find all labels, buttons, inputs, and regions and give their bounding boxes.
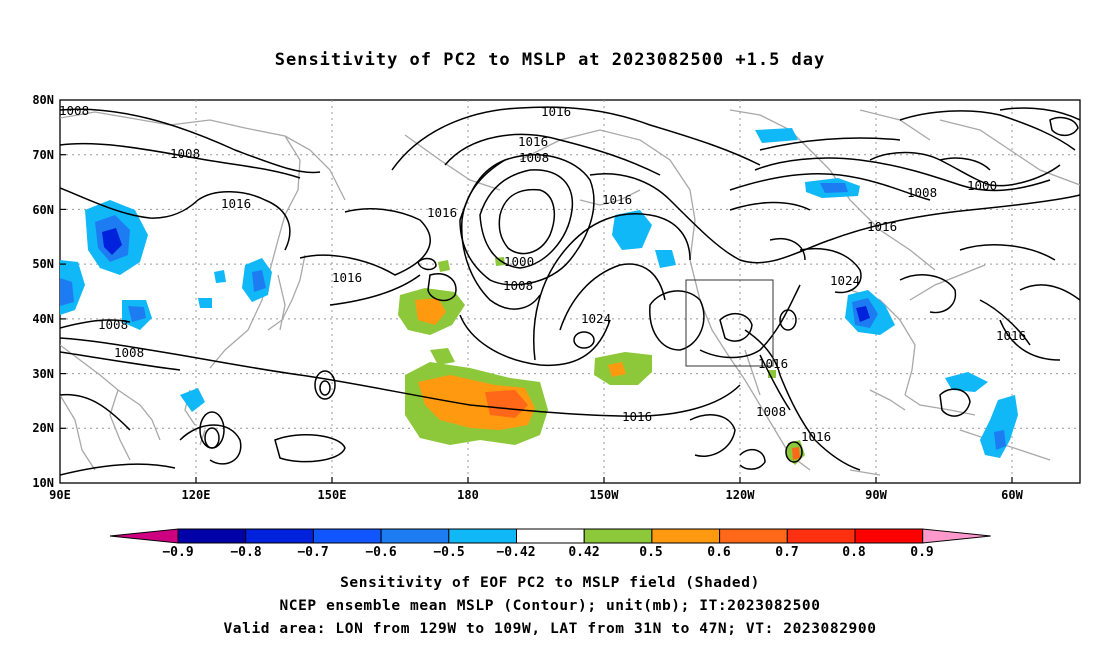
colorbar-label: 0.8 <box>842 545 866 560</box>
lon-label: 150W <box>590 488 620 502</box>
contour-label: 1016 <box>622 409 652 424</box>
contour-label: 1008 <box>114 345 144 360</box>
lon-label: 120W <box>726 488 756 502</box>
longitude-labels: 90E 120E 150E 180 150W 120W 90W 60W <box>49 488 1023 502</box>
colorbar-segment <box>448 528 517 544</box>
contour-label: 1016 <box>758 356 788 371</box>
colorbar-segment <box>516 528 585 544</box>
colorbar-label: 0.5 <box>639 545 662 560</box>
lon-label: 180 <box>457 488 479 502</box>
gridlines <box>60 100 1080 483</box>
colorbar-right-arrow <box>922 528 991 544</box>
colorbar-segment <box>583 528 653 544</box>
lat-label: 40N <box>32 312 54 326</box>
colorbar-label: 0.6 <box>707 545 731 560</box>
contour-label: 1008 <box>519 150 549 165</box>
lon-label: 90W <box>865 488 887 502</box>
contour-label: 1008 <box>59 103 89 118</box>
contour-label: 1008 <box>503 278 533 293</box>
contour-label: 1016 <box>867 219 897 234</box>
colorbar-label: 0.42 <box>568 545 599 560</box>
lat-label: 70N <box>32 148 54 162</box>
colorbar-segment <box>786 528 856 544</box>
latitude-labels: 80N 70N 60N 50N 40N 30N 20N 10N <box>32 93 54 490</box>
colorbar-segment <box>312 528 382 544</box>
colorbar <box>109 528 991 544</box>
contour-label: 1016 <box>427 205 457 220</box>
colorbar-segment <box>651 528 721 544</box>
lat-label: 60N <box>32 203 54 217</box>
colorbar-label: −0.7 <box>297 545 328 560</box>
colorbar-label: −0.9 <box>162 545 193 560</box>
caption-line-1: Sensitivity of EOF PC2 to MSLP field (Sh… <box>340 575 760 591</box>
contour-labels: 1008 1016 1008 1016 1016 1016 1008 1016 … <box>59 103 1026 444</box>
lat-label: 50N <box>32 257 54 271</box>
contour-label: 1024 <box>581 311 611 326</box>
contour-label: 1008 <box>756 404 786 419</box>
colorbar-segment <box>380 528 450 544</box>
lat-label: 80N <box>32 93 54 107</box>
contour-label: 1016 <box>541 104 571 119</box>
colorbar-label: −0.8 <box>230 545 261 560</box>
colorbar-label: −0.42 <box>496 545 535 560</box>
caption-line-3: Valid area: LON from 129W to 109W, LAT f… <box>223 621 877 637</box>
lat-label: 10N <box>32 476 54 490</box>
contour-label: 1016 <box>996 328 1026 343</box>
contour-label: 1016 <box>332 270 362 285</box>
shaded-sensitivity <box>60 128 1018 465</box>
colorbar-left-arrow <box>109 528 179 544</box>
contour-label: 1008 <box>907 185 937 200</box>
colorbar-labels: −0.9 −0.8 −0.7 −0.6 −0.5 −0.42 0.42 0.5 … <box>162 545 933 560</box>
lon-label: 90E <box>49 488 71 502</box>
contour-label: 1016 <box>221 196 251 211</box>
colorbar-segment <box>719 528 788 544</box>
colorbar-segment <box>854 528 924 544</box>
contour-label: 1016 <box>801 429 831 444</box>
mslp-contours <box>60 106 1080 476</box>
lat-label: 30N <box>32 367 54 381</box>
contour-label: 1016 <box>602 192 632 207</box>
contour-label: 1008 <box>170 146 200 161</box>
contour-label: 1016 <box>518 134 548 149</box>
colorbar-segment <box>177 528 247 544</box>
lat-label: 20N <box>32 421 54 435</box>
colorbar-label: 0.9 <box>910 545 933 560</box>
valid-area-box <box>685 279 774 367</box>
axis-ticks <box>60 154 1013 483</box>
contour-label: 1000 <box>504 254 534 269</box>
chart-title: Sensitivity of PC2 to MSLP at 2023082500… <box>274 50 826 70</box>
colorbar-label: −0.6 <box>365 545 396 560</box>
contour-label: 1024 <box>830 273 860 288</box>
colorbar-label: −0.5 <box>433 545 464 560</box>
lon-label: 120E <box>182 488 211 502</box>
lon-label: 150E <box>318 488 347 502</box>
caption-line-2: NCEP ensemble mean MSLP (Contour); unit(… <box>279 598 821 614</box>
contour-label: 1000 <box>967 178 997 193</box>
colorbar-label: 0.7 <box>775 545 798 560</box>
lon-label: 60W <box>1001 488 1023 502</box>
contour-label: 1008 <box>98 317 128 332</box>
colorbar-segment <box>245 528 314 544</box>
